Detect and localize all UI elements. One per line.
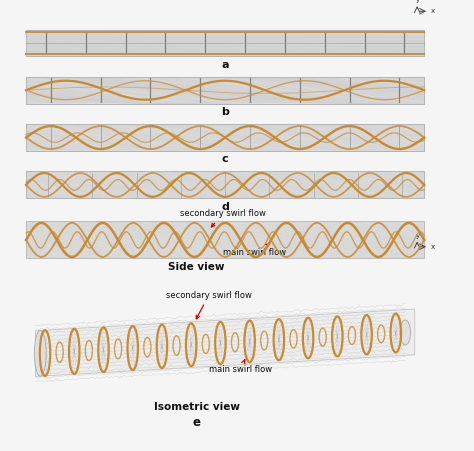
Text: secondary swirl flow: secondary swirl flow: [180, 209, 266, 227]
Bar: [26, 77, 424, 104]
Text: a: a: [221, 60, 229, 69]
Text: b: b: [221, 107, 229, 117]
Bar: [26, 30, 424, 56]
Bar: [26, 171, 424, 198]
Bar: [26, 77, 424, 104]
Bar: [26, 30, 424, 56]
Bar: [26, 171, 424, 198]
Text: y: y: [416, 0, 420, 3]
Text: y: y: [416, 233, 420, 239]
Ellipse shape: [34, 331, 46, 376]
Bar: [26, 124, 424, 151]
Text: main swirl flow: main swirl flow: [209, 359, 272, 374]
Ellipse shape: [400, 320, 410, 345]
Text: main swirl flow: main swirl flow: [223, 244, 286, 257]
Text: e: e: [193, 416, 201, 429]
Text: Side view: Side view: [168, 262, 225, 272]
Text: x: x: [430, 244, 435, 249]
Polygon shape: [36, 309, 415, 377]
Text: Isometric view: Isometric view: [154, 402, 240, 412]
Bar: [26, 221, 424, 258]
Bar: [26, 124, 424, 151]
Text: c: c: [222, 154, 228, 164]
Text: secondary swirl flow: secondary swirl flow: [166, 290, 252, 319]
Text: x: x: [430, 8, 435, 14]
Text: d: d: [221, 202, 229, 212]
